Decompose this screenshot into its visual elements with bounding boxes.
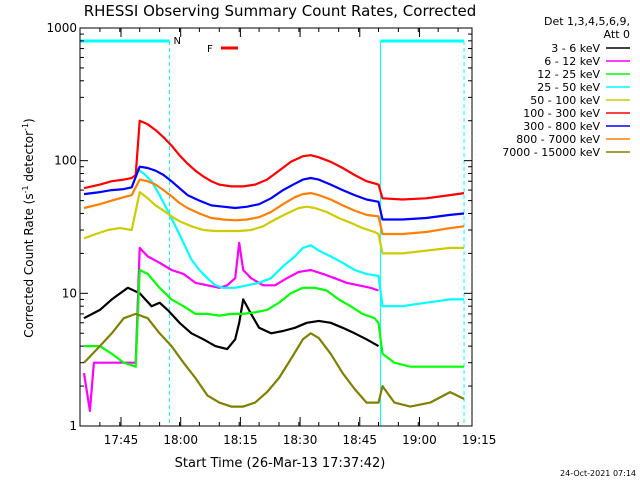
- y-tick-label: 1: [69, 419, 77, 433]
- legend-detectors: Det 1,3,4,5,6,9,: [544, 15, 630, 28]
- series-800-7000-kev: [83, 178, 465, 236]
- x-axis-label: Start Time (26-Mar-13 17:37:42): [175, 456, 386, 471]
- x-tick-label: 18:15: [223, 433, 258, 447]
- legend-label-6-12-kev: 6 - 12 keV: [544, 55, 600, 68]
- x-tick-label: 18:30: [283, 433, 318, 447]
- x-tick-label: 19:00: [402, 433, 437, 447]
- series-300-800-kev: [83, 165, 465, 221]
- x-tick-label: 18:00: [163, 433, 198, 447]
- series-6-12-kev: [82, 241, 379, 412]
- y-axis-label-detector: detector: [22, 131, 36, 186]
- marker-n-label: N: [174, 36, 181, 47]
- legend-label-25-50-kev: 25 - 50 keV: [537, 81, 600, 94]
- legend-label-3-6-kev: 3 - 6 keV: [551, 42, 600, 55]
- y-axis: 1 10 100 1000: [46, 21, 472, 433]
- legend-label-300-800-kev: 300 - 800 keV: [523, 120, 600, 133]
- series-layer: [82, 119, 465, 412]
- y-tick-label: 10: [62, 286, 77, 300]
- y-axis-label-close: ): [22, 118, 36, 123]
- x-tick-label: 19:15: [462, 433, 497, 447]
- y-tick-label: 100: [54, 154, 77, 168]
- chart-title: RHESSI Observing Summary Count Rates, Co…: [84, 2, 477, 20]
- legend-label-100-300-kev: 100 - 300 keV: [523, 107, 600, 120]
- generated-date: 24-Oct-2021 07:14: [560, 469, 636, 478]
- night-intervals: NF: [80, 36, 465, 426]
- y-axis-label-exp1: -1: [21, 185, 30, 193]
- x-tick-label: 18:45: [342, 433, 377, 447]
- legend-label-800-7000-kev: 800 - 7000 keV: [516, 133, 600, 146]
- plot-frame: [79, 27, 473, 427]
- y-tick-label: 1000: [46, 21, 77, 35]
- series-100-300-kev: [83, 119, 465, 201]
- series-7000-15000-kev: [83, 312, 465, 408]
- x-axis: 17:45 18:00 18:15 18:30 18:45 19:00 19:15: [99, 28, 497, 447]
- y-axis-label-main: Corrected Count Rate (s: [22, 193, 36, 337]
- series-3-6-kev: [83, 286, 380, 351]
- x-tick-label: 17:45: [104, 433, 139, 447]
- legend-attenuator: Att 0: [604, 28, 630, 41]
- y-axis-label-exp2: -1: [21, 123, 30, 131]
- series-12-25-kev: [84, 268, 464, 368]
- series-50-100-kev: [83, 191, 464, 255]
- legend-label-12-25-kev: 12 - 25 keV: [537, 68, 600, 81]
- legend-label-50-100-kev: 50 - 100 keV: [530, 94, 600, 107]
- marker-f-label: F: [207, 44, 213, 55]
- y-axis-label: Corrected Count Rate (s-1 detector-1): [21, 118, 36, 337]
- series-25-50-kev: [135, 167, 464, 308]
- legend-label-7000-15000-kev: 7000 - 15000 keV: [502, 146, 600, 159]
